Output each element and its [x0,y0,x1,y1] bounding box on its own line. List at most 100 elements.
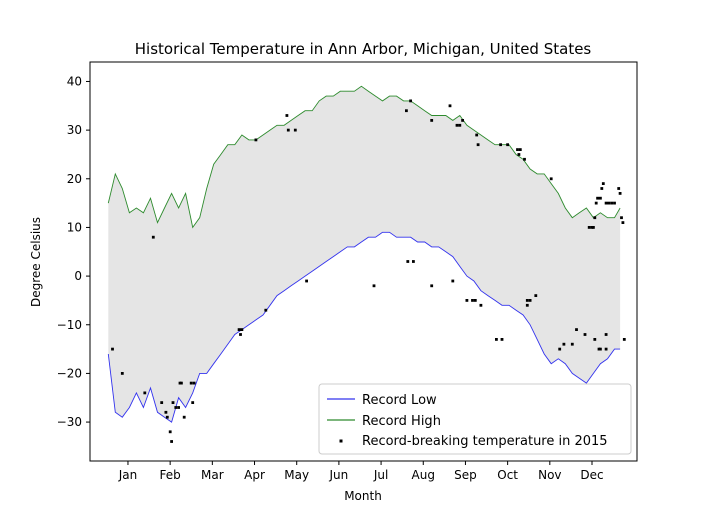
record-point [476,143,480,147]
x-tick-label: May [284,468,309,482]
y-tick-label: 40 [67,74,82,88]
record-point [525,303,529,307]
record-point [592,226,595,229]
record-point [120,372,124,375]
x-tick-label: Jan [118,468,138,482]
record-point [237,328,241,331]
record-point [621,221,625,224]
record-point [160,401,164,404]
record-point [562,342,566,346]
record-point [516,148,519,151]
record-point [599,347,602,351]
record-point [604,333,608,336]
record-point [171,401,175,404]
record-point [412,260,415,263]
record-point [170,440,173,443]
record-point [506,143,509,147]
record-point [523,157,526,161]
x-tick-label: Dec [580,468,603,482]
record-point [189,381,193,385]
record-point [473,299,477,302]
legend-label-record-low: Record Low [362,393,437,408]
record-point [458,123,462,127]
x-tick-label: Nov [538,468,561,482]
record-point [618,192,622,195]
legend-label-record-breaking: Record-breaking temperature in 2015 [362,434,608,449]
y-tick-label: −10 [57,318,82,332]
legend: Record Low Record High Record-breaking t… [318,383,632,455]
record-point [191,401,195,404]
record-point [610,201,614,205]
record-point [587,226,591,229]
x-tick-label: Feb [160,468,181,482]
x-axis-label: Month [344,489,382,503]
record-point [471,299,474,302]
record-point [182,415,186,419]
record-point [617,187,621,190]
record-point [601,182,605,185]
chart-title: Historical Temperature in Ann Arbor, Mic… [135,40,592,58]
plot-frame [89,61,638,462]
y-tick-label: 20 [67,172,82,186]
record-point [604,347,608,351]
record-point [594,201,598,205]
record-breaking-points [111,99,626,443]
record-point [596,196,599,200]
record-point [465,299,469,302]
record-point [525,299,529,302]
record-point [534,294,538,297]
record-point [305,279,308,283]
record-point [558,347,562,351]
record-range-band [108,86,621,423]
record-point [461,119,464,122]
y-tick-label: 30 [67,123,82,137]
record-point [405,109,408,113]
record-point [479,303,483,307]
record-point [593,216,597,220]
record-point [264,308,268,312]
record-point [613,201,616,205]
x-tick-label: Apr [244,468,265,482]
record-point [285,114,289,117]
x-tick-label: Oct [497,468,518,482]
x-tick-label: Jun [329,468,349,482]
record-point [448,104,452,108]
record-point [518,148,522,151]
record-point [549,177,553,181]
legend-box [318,383,632,455]
y-tick-label: −20 [57,366,82,380]
x-tick-label: Jul [373,468,388,482]
record-point [372,284,376,288]
x-tick-label: Aug [412,468,435,482]
record-point [174,406,178,409]
record-point [164,410,168,414]
record-point [604,201,608,205]
line-record-high [107,85,621,229]
record-point [499,143,502,147]
record-point [239,333,242,336]
record-point [583,333,587,336]
x-axis: Jan Feb Mar Apr May Jun Jul Aug Sep Oct Nov Dec [118,461,604,482]
series-lines [107,85,621,423]
record-point [607,201,611,205]
record-point [177,406,180,409]
record-point [622,338,626,341]
record-point [600,187,604,190]
record-point [168,430,172,434]
legend-swatch-record-breaking [339,439,343,443]
record-point [593,338,597,341]
x-tick-label: Sep [454,468,477,482]
record-point [620,216,623,220]
record-point [599,196,602,200]
y-tick-label: 10 [67,220,82,234]
x-tick-label: Mar [201,468,224,482]
record-point [143,391,147,395]
record-point [409,99,412,103]
record-point [430,119,434,122]
record-point [451,279,455,283]
record-point [570,342,574,346]
record-point [528,299,532,302]
y-axis: −30 −20 −10 0 10 20 30 40 [57,74,90,429]
legend-label-record-high: Record High [362,414,441,429]
